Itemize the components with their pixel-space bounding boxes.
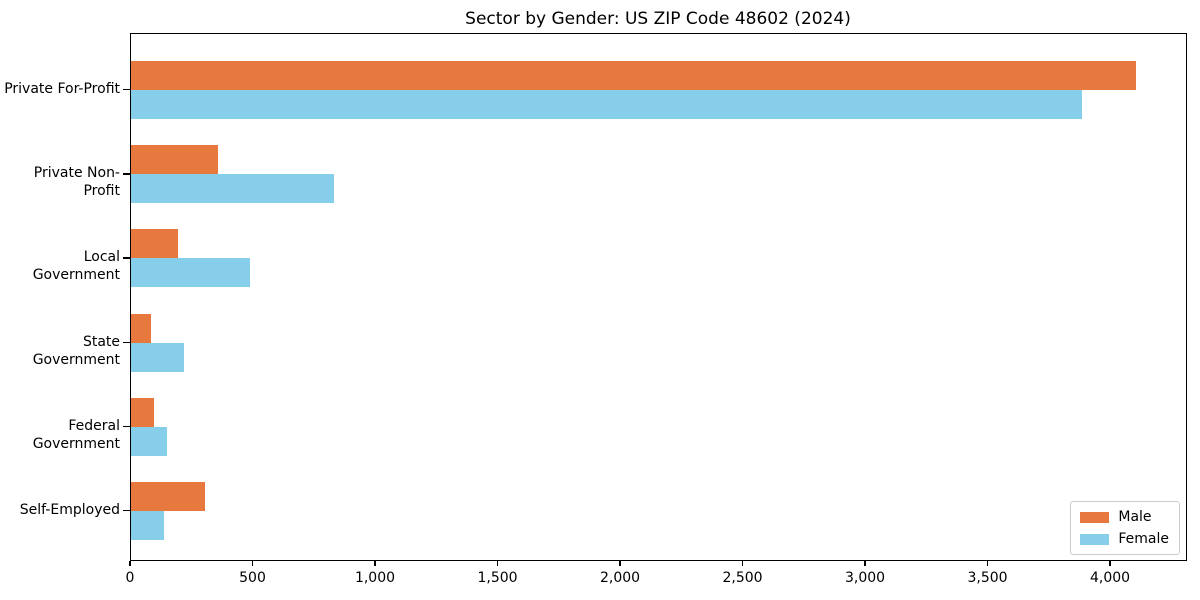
x-tick-mark [1109, 561, 1111, 566]
x-tick-mark [251, 561, 254, 566]
x-tick-label: 1,000 [354, 570, 396, 586]
legend-swatch-male [1080, 511, 1110, 523]
y-tick-mark [123, 89, 130, 91]
x-tick-label: 3,500 [967, 570, 1008, 586]
y-tick-label: State Government [32, 333, 120, 368]
legend-entry-female: Female [1080, 532, 1169, 546]
bar-male-4 [131, 313, 151, 343]
legend-swatch-female [1080, 533, 1110, 545]
y-tick-mark [123, 257, 130, 259]
legend-label: Female [1118, 531, 1169, 547]
x-tick-label: 4,000 [1089, 570, 1131, 586]
x-tick-mark [496, 561, 499, 566]
x-tick-label: 2,000 [599, 570, 641, 586]
y-tick-mark [123, 510, 130, 512]
x-tick-mark [741, 561, 744, 566]
x-tick-mark [619, 561, 621, 566]
y-tick-label: Private For-Profit [4, 81, 120, 97]
bar-male-3 [131, 229, 178, 259]
bar-female-6 [131, 511, 165, 540]
y-tick-mark [123, 425, 130, 428]
bar-male-1 [131, 61, 1136, 90]
bar-female-3 [131, 258, 250, 288]
x-tick-label: 3,000 [844, 570, 886, 586]
y-tick-mark [123, 173, 130, 175]
x-tick-label: 500 [239, 570, 266, 586]
y-tick-label: Federal Government [32, 417, 120, 452]
y-tick-label: Private Non-Profit [33, 165, 120, 200]
y-tick-mark [123, 341, 130, 343]
legend: Male Female [1070, 501, 1180, 555]
bar-female-1 [131, 90, 1082, 119]
bar-male-2 [131, 145, 218, 175]
x-tick-label: 2,500 [722, 570, 763, 586]
legend-entry-male: Male [1080, 510, 1169, 524]
chart-title: Sector by Gender: US ZIP Code 48602 (202… [465, 9, 851, 29]
x-tick-mark [864, 561, 866, 566]
bar-female-4 [131, 342, 184, 372]
x-tick-label: 1,500 [477, 570, 518, 586]
bar-female-2 [131, 174, 335, 204]
plot-area: Male Female [130, 33, 1187, 561]
y-tick-label: Local Government [32, 249, 120, 284]
x-tick-label: 0 [125, 570, 135, 586]
x-tick-mark [374, 561, 376, 566]
bar-male-5 [131, 397, 155, 427]
x-tick-mark [129, 561, 131, 566]
y-tick-label: Self-Employed [19, 502, 120, 518]
bar-female-5 [131, 426, 167, 456]
legend-label: Male [1118, 509, 1152, 525]
x-tick-mark [986, 561, 989, 566]
bar-male-6 [131, 482, 205, 511]
